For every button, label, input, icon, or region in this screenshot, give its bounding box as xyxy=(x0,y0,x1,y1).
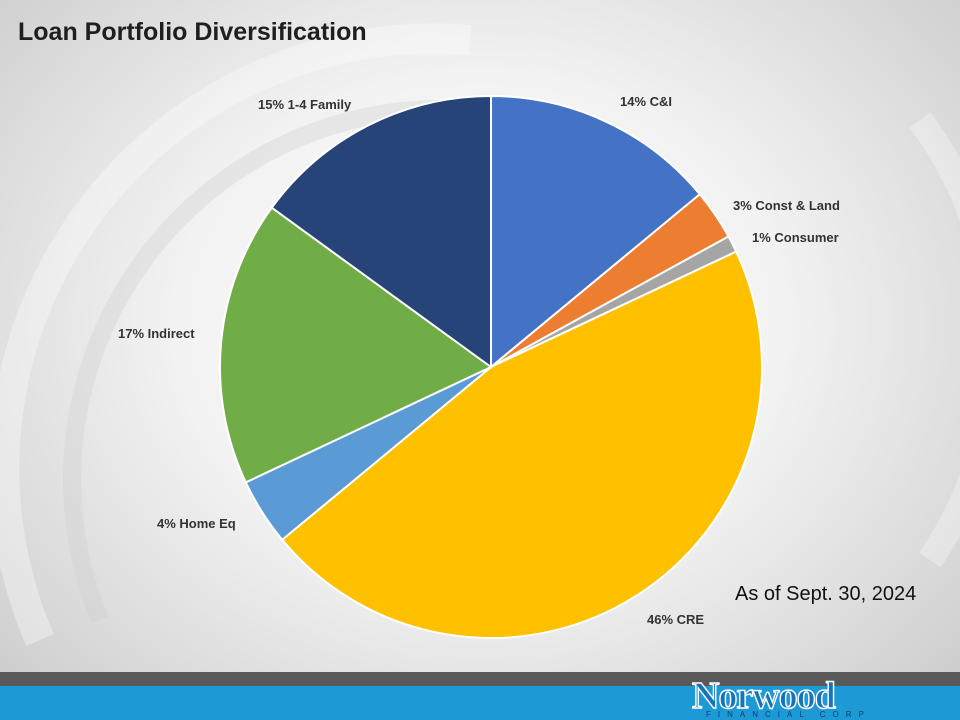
data-label-consumer: 1% Consumer xyxy=(752,230,839,245)
logo-subtitle: FINANCIAL CORP xyxy=(706,710,871,719)
pie-slice-cre xyxy=(280,250,763,639)
logo-wordmark: Norwood xyxy=(692,675,836,717)
pie-slice-1-4-family xyxy=(270,94,492,369)
data-label-c-i: 14% C&I xyxy=(620,94,672,109)
data-label-indirect: 17% Indirect xyxy=(118,326,195,341)
data-label-cre: 46% CRE xyxy=(647,612,704,627)
data-label-home-eq: 4% Home Eq xyxy=(157,516,236,531)
page-title: Loan Portfolio Diversification xyxy=(18,18,367,46)
pie-slice-indirect xyxy=(219,206,493,484)
as-of-date: As of Sept. 30, 2024 xyxy=(735,583,917,605)
norwood-logo: Norwood FINANCIAL CORP xyxy=(691,674,871,719)
pie-slices xyxy=(219,94,763,639)
pie-chart: 14% C&I 3% Const & Land 1% Consumer 46% CRE… xyxy=(118,94,840,639)
footer-gray-bar xyxy=(0,672,960,686)
pie-labels: 14% C&I 3% Const & Land 1% Consumer 46% CRE… xyxy=(118,94,840,627)
pie-slice-c-i xyxy=(490,94,702,370)
data-label-1-4-family: 15% 1-4 Family xyxy=(258,97,352,112)
footer-blue-bar xyxy=(0,686,960,720)
data-label-const-land: 3% Const & Land xyxy=(733,198,840,213)
